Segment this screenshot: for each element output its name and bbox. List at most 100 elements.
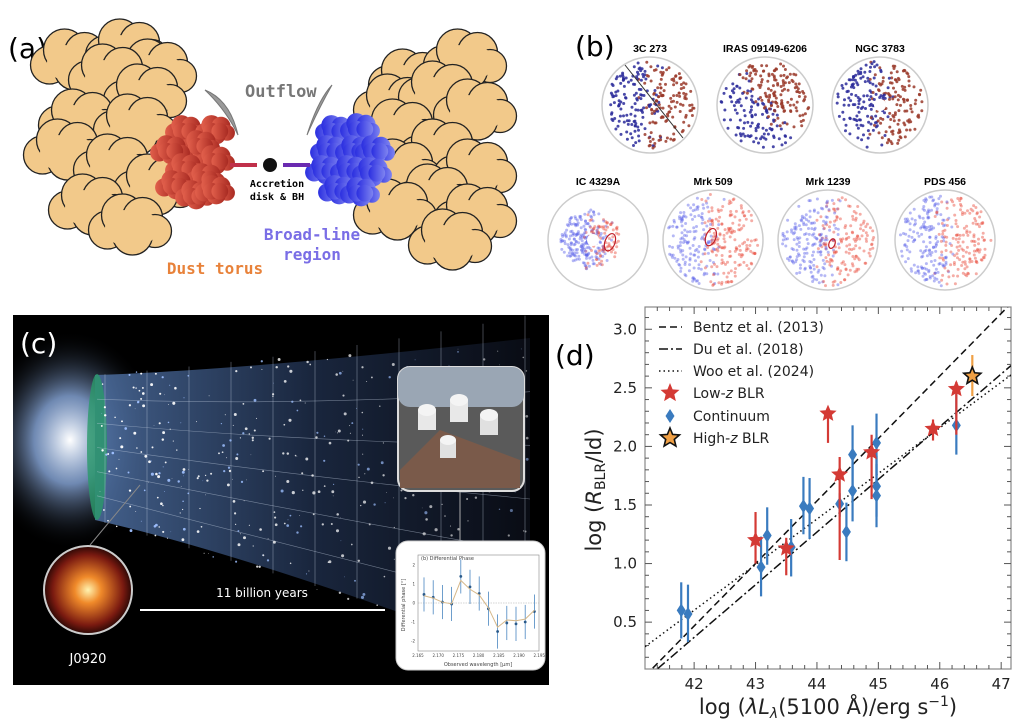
map-dot [981,221,985,224]
map-dot [857,258,861,262]
map-dot [823,262,827,266]
map-dot [819,232,823,236]
map-dot [621,78,625,82]
map-dot [835,216,839,219]
map-dot [928,241,932,244]
accretion-label-1: Accretion [250,178,304,190]
pa-line [624,64,684,139]
galaxy-dot [222,444,225,447]
map-dot [816,270,820,274]
map-dot [595,251,599,255]
legend-label-part: High- [693,431,730,447]
map-dot [573,258,577,262]
map-dot [750,219,754,223]
map-dot [907,84,911,88]
galaxy-dot [274,523,278,527]
map-dot [730,231,734,235]
map-dot [569,243,573,247]
map-dot [618,114,622,118]
map-dot [841,237,845,241]
galaxy-dot [197,475,200,478]
map-dot [851,264,855,268]
map-dot [794,82,798,86]
map-dot [712,231,716,235]
map-dot [847,103,851,107]
map-dot [928,248,932,252]
map-dot [920,109,924,113]
galaxy-dot [294,454,297,457]
map-dot [813,242,817,246]
continuum-diamond-marker [872,435,882,450]
map-dot [576,221,580,225]
map-dot [750,121,754,125]
galaxy-dot [311,475,313,476]
map-dot [602,225,606,229]
map-dot [720,222,724,226]
map-dot [815,237,819,240]
map-dot [856,83,860,87]
map-dot [935,277,939,281]
map-dot [763,91,767,95]
map-dot [693,208,697,212]
map-dot [750,65,754,69]
map-dot [690,114,694,117]
map-dot [564,233,568,237]
map-dot [941,218,945,222]
map-dot [611,228,615,232]
map-dot [709,219,713,223]
map-dot [740,226,744,230]
galaxy-dot [342,370,344,372]
map-dot [722,118,726,122]
map-dot [723,245,727,249]
map-dot [965,229,969,233]
y-tick-label: 1.0 [613,555,637,573]
map-dot [888,111,892,115]
map-dot [874,92,878,96]
map-dot [921,207,925,211]
map-dot [803,267,807,271]
map-dot [708,240,712,244]
map-dot [720,254,724,257]
map-dot [834,226,838,230]
data-point [947,380,965,435]
map-dot [582,232,586,236]
map-dot [905,128,909,132]
map-dot [927,210,931,214]
map-dot [868,226,872,230]
galaxy-dot [253,429,256,432]
map-dot [982,256,986,260]
map-dot [604,224,608,228]
map-dot [675,94,679,97]
map-dot [586,253,589,257]
galaxy-dot [232,424,234,426]
map-dot [655,99,659,103]
map-dot [570,222,574,226]
map-dot [760,64,764,68]
map-dot [825,204,829,208]
map-dot [687,124,691,128]
map-dot [753,252,757,256]
map-dot [648,140,652,143]
map-dot [767,100,771,104]
map-dot [953,213,957,217]
map-dot [574,222,578,226]
map-dot [962,248,965,252]
map-dot [682,91,686,95]
map-dot [625,137,629,141]
map-dot [739,134,743,138]
galaxy-dot [341,554,345,558]
map-dot [970,260,974,263]
map-dot [769,104,773,108]
map-dot [839,239,843,243]
map-disk [662,189,764,291]
galaxy-dot [368,523,371,526]
legend-label-part: BLR [733,386,765,402]
map-dot [923,225,927,229]
map-dot [733,230,736,233]
map-dot [569,216,573,220]
map-dot [810,275,814,279]
map-dot [574,234,578,237]
map-dot [978,225,981,229]
map-dot [725,275,729,279]
map-dot [639,97,643,101]
